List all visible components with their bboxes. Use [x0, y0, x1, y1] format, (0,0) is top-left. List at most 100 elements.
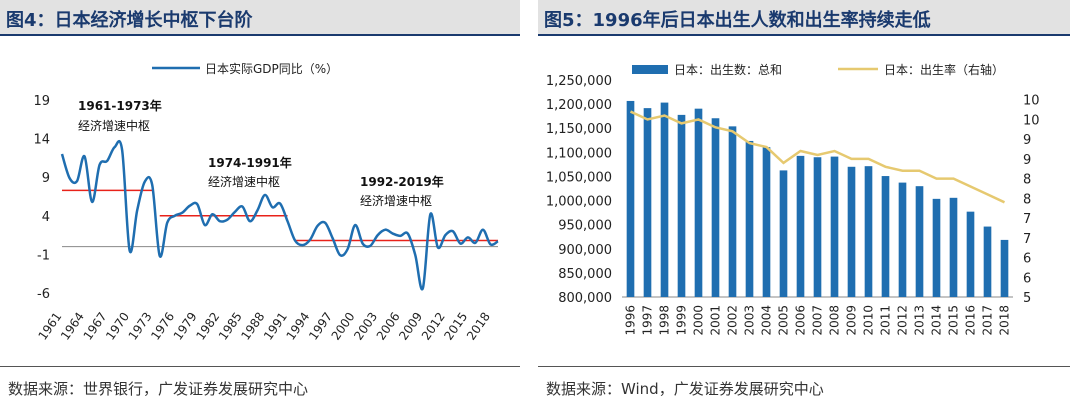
- x-tick-label: 2011: [879, 305, 893, 336]
- birth-count-bar: [779, 170, 788, 297]
- y-tick-label: 1,050,000: [546, 170, 612, 185]
- x-tick-label: 2006: [794, 305, 808, 336]
- birth-count-bar: [847, 166, 856, 297]
- x-tick-label: 1970: [103, 310, 132, 343]
- birth-count-bar: [932, 198, 941, 297]
- y-tick-label: 14: [33, 133, 50, 148]
- x-tick-label: 2012: [896, 305, 910, 336]
- x-tick-label: 1998: [658, 305, 672, 336]
- x-tick-label: 1999: [675, 305, 689, 336]
- right-title-underline: [538, 34, 1070, 36]
- y-tick-label: 1,150,000: [546, 122, 612, 137]
- y-tick-label: 950,000: [558, 219, 612, 234]
- x-tick-label: 2005: [777, 305, 791, 336]
- x-tick-label: 1996: [624, 305, 638, 336]
- x-tick-label: 1976: [148, 310, 177, 343]
- birth-count-bar: [830, 156, 839, 297]
- y-tick-label: 1,100,000: [546, 146, 612, 161]
- y2-tick-label: 8: [1023, 192, 1031, 207]
- y2-tick-label: 7: [1023, 212, 1031, 227]
- left-chart-title: 图4：日本经济增长中枢下台阶: [6, 10, 253, 31]
- x-tick-label: 1997: [306, 310, 335, 343]
- gdp-growth-series-line: [60, 139, 499, 291]
- y2-tick-label: 6: [1023, 271, 1031, 286]
- x-tick-label: 2014: [930, 305, 944, 336]
- period-annotation: 经济增速中枢: [208, 174, 280, 189]
- x-tick-label: 1991: [261, 310, 290, 343]
- right-chart-title: 图5：1996年后日本出生人数和出生率持续走低: [544, 10, 931, 31]
- birth-count-bar: [915, 186, 924, 297]
- birth-count-bar: [983, 226, 992, 297]
- x-tick-label: 2000: [692, 305, 706, 336]
- x-tick-label: 2009: [396, 310, 425, 343]
- x-tick-label: 1982: [193, 310, 222, 343]
- birth-count-bar: [677, 114, 686, 298]
- birth-count-bar: [813, 157, 822, 297]
- right-title-bar: 图5：1996年后日本出生人数和出生率持续走低: [538, 0, 1070, 34]
- x-tick-label: 1979: [171, 310, 200, 343]
- x-tick-label: 2003: [743, 305, 757, 336]
- x-tick-label: 2015: [441, 310, 470, 343]
- y2-tick-label: 9: [1023, 153, 1031, 168]
- x-tick-label: 2018: [998, 305, 1012, 336]
- birth-count-bar: [626, 100, 635, 297]
- y-tick-label: 800,000: [558, 291, 612, 306]
- legend-swatch-bar: [632, 65, 668, 74]
- birth-count-bar: [711, 118, 720, 297]
- period-annotation: 经济增速中枢: [360, 193, 432, 208]
- x-tick-label: 2017: [981, 305, 995, 336]
- left-source: 数据来源：世界银行，广发证券发展研究中心: [8, 380, 309, 398]
- births-bar-chart: 1,250,000 1,200,000 1,150,000 1,100,000 1,05…: [546, 62, 1040, 336]
- y-tick-label: 850,000: [558, 267, 612, 282]
- legend-label: 日本实际GDP同比（%）: [205, 61, 338, 76]
- left-title-bar: 图4：日本经济增长中枢下台阶: [0, 0, 520, 34]
- x-tick-label: 1973: [126, 310, 155, 343]
- right-panel: 图5：1996年后日本出生人数和出生率持续走低 1,250,000 1,200,0…: [538, 0, 1070, 408]
- birth-count-bar: [745, 140, 754, 297]
- x-tick-label: 1988: [238, 310, 267, 343]
- period-annotation: 1992-2019年: [360, 174, 444, 189]
- birth-count-bar: [1000, 239, 1009, 297]
- gdp-line-chart: 191494-1-6196119641967197019731976197919…: [33, 61, 499, 343]
- y-tick-label: 1,000,000: [546, 195, 612, 210]
- x-tick-label: 2006: [374, 310, 403, 343]
- x-tick-label: 2013: [913, 305, 927, 336]
- y2-tick-label: 6: [1023, 252, 1031, 267]
- legend-label-line: 日本：出生率（右轴）: [884, 62, 1004, 77]
- y2-tick-label: 8: [1023, 173, 1031, 188]
- x-tick-label: 2000: [329, 310, 358, 343]
- y2-tick-label: 9: [1023, 133, 1031, 148]
- birth-count-bar: [796, 155, 805, 297]
- y-tick-label: 1,200,000: [546, 98, 612, 113]
- period-annotation: 1961-1973年: [78, 98, 162, 113]
- x-tick-label: 1961: [35, 310, 64, 343]
- y-tick-label: 19: [33, 94, 50, 109]
- x-tick-label: 1985: [216, 310, 245, 343]
- left-title-underline: [0, 34, 520, 36]
- x-tick-label: 2016: [964, 305, 978, 336]
- left-source-divider: [0, 366, 520, 367]
- y-tick-label: -6: [37, 287, 50, 302]
- x-tick-label: 2001: [709, 305, 723, 336]
- y-tick-label: 900,000: [558, 243, 612, 258]
- x-tick-label: 1967: [81, 310, 110, 343]
- y2-tick-label: 7: [1023, 232, 1031, 247]
- birth-count-bar: [762, 147, 771, 297]
- birth-count-bar: [949, 197, 958, 297]
- birth-count-bar: [898, 182, 907, 297]
- birth-count-bar: [643, 108, 652, 297]
- y2-tick-label: 10: [1023, 113, 1040, 128]
- birth-count-bar: [660, 102, 669, 297]
- x-tick-label: 2008: [828, 305, 842, 336]
- x-tick-label: 2018: [464, 310, 493, 343]
- x-tick-label: 2015: [947, 305, 961, 336]
- y2-tick-label: 10: [1023, 94, 1040, 109]
- x-tick-label: 2007: [811, 305, 825, 336]
- x-tick-label: 2002: [726, 305, 740, 336]
- period-annotation: 1974-1991年: [208, 155, 292, 170]
- y-tick-label: -1: [37, 248, 50, 263]
- x-tick-label: 2012: [419, 310, 448, 343]
- birth-count-bar: [694, 108, 703, 297]
- y2-tick-label: 5: [1023, 291, 1031, 306]
- right-source: 数据来源：Wind，广发证券发展研究中心: [546, 380, 824, 398]
